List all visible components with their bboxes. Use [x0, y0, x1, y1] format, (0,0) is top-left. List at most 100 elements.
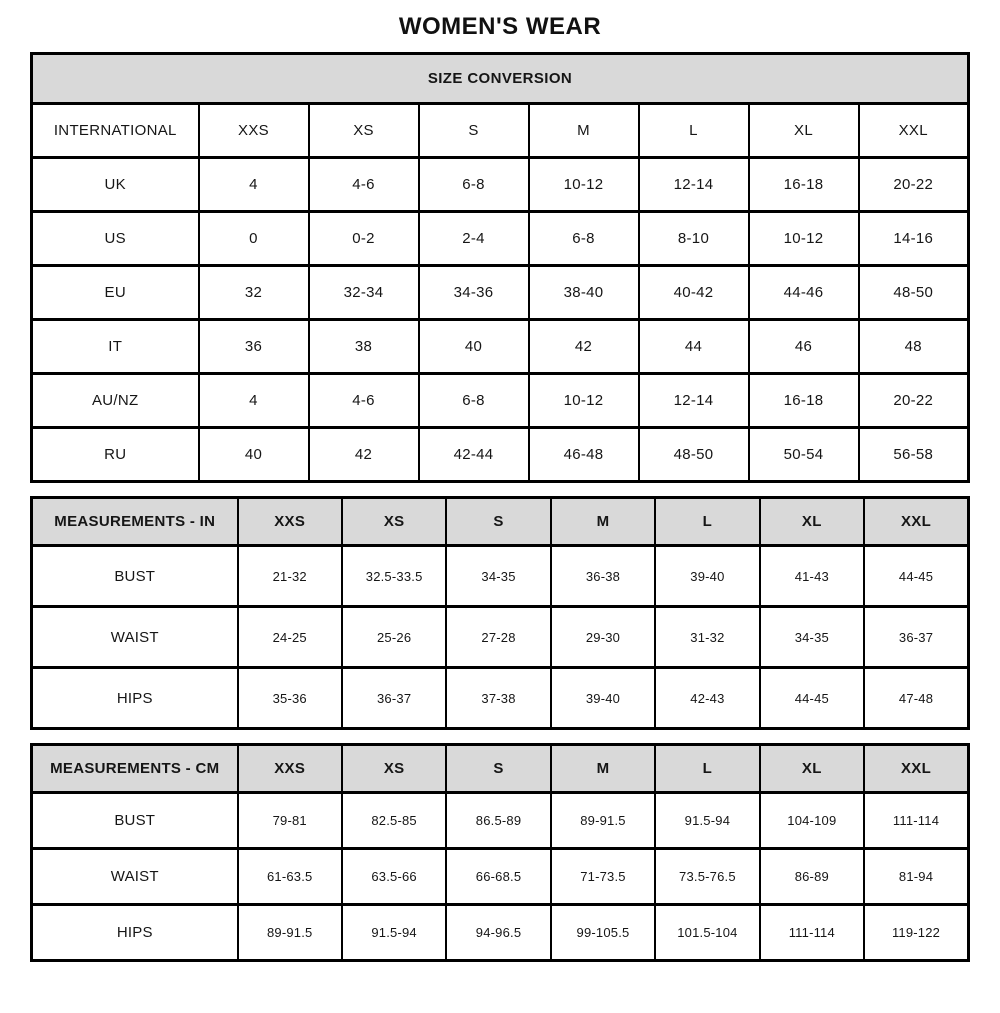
- column-header: XXS: [197, 102, 310, 159]
- column-header: XL: [758, 743, 866, 794]
- column-header: XL: [758, 496, 866, 547]
- cell: 61-63.5: [236, 847, 343, 906]
- page-title: WOMEN'S WEAR: [398, 13, 602, 40]
- column-header: M: [527, 102, 640, 159]
- column-header: XS: [307, 102, 420, 159]
- row-label: AU/NZ: [30, 372, 200, 429]
- column-header: M: [549, 496, 657, 547]
- measurements-cm-title: MEASUREMENTS - CM: [30, 743, 239, 794]
- cell: 104-109: [758, 791, 866, 850]
- row-label: BUST: [30, 544, 239, 608]
- cell: 44: [637, 318, 750, 375]
- cell: 42-44: [417, 426, 530, 483]
- cell: 94-96.5: [445, 903, 552, 962]
- cell: 41-43: [758, 544, 866, 608]
- column-header: XL: [747, 102, 860, 159]
- column-header: XXL: [857, 102, 970, 159]
- cell: 48-50: [857, 264, 970, 321]
- cell: 37-38: [445, 666, 552, 730]
- row-label: BUST: [30, 791, 239, 850]
- column-header: XXS: [236, 743, 343, 794]
- column-header: S: [445, 743, 552, 794]
- cell: 4-6: [307, 372, 420, 429]
- cell: 42-43: [654, 666, 761, 730]
- column-header: S: [445, 496, 552, 547]
- cell: 66-68.5: [445, 847, 552, 906]
- cell: 50-54: [747, 426, 860, 483]
- cell: 25-26: [340, 605, 448, 669]
- size-conversion-banner-row: SIZE CONVERSION: [30, 52, 970, 105]
- cell: 34-36: [417, 264, 530, 321]
- column-header: XS: [340, 496, 448, 547]
- cell: 10-12: [747, 210, 860, 267]
- cell: 6-8: [417, 372, 530, 429]
- cell: 34-35: [445, 544, 552, 608]
- cell: 29-30: [549, 605, 657, 669]
- cell: 89-91.5: [236, 903, 343, 962]
- cell: 56-58: [857, 426, 970, 483]
- size-conversion-title: SIZE CONVERSION: [30, 52, 970, 105]
- cell: 111-114: [758, 903, 866, 962]
- cell: 86-89: [758, 847, 866, 906]
- cell: 36: [197, 318, 310, 375]
- cell: 12-14: [637, 372, 750, 429]
- cell: 119-122: [863, 903, 970, 962]
- row-label: WAIST: [30, 605, 239, 669]
- cell: 63.5-66: [340, 847, 448, 906]
- row-label: EU: [30, 264, 200, 321]
- table-row-bust-in: BUST 21-32 32.5-33.5 34-35 36-38 39-40 4…: [30, 544, 970, 608]
- cell: 81-94: [863, 847, 970, 906]
- column-header: INTERNATIONAL: [30, 102, 200, 159]
- column-header: L: [654, 743, 761, 794]
- row-label: IT: [30, 318, 200, 375]
- cell: 79-81: [236, 791, 343, 850]
- cell: 36-37: [863, 605, 970, 669]
- column-header: XS: [340, 743, 448, 794]
- cell: 40: [417, 318, 530, 375]
- size-chart-page: WOMEN'S WEAR SIZE CONVERSION INTERNATION…: [0, 13, 1000, 962]
- cell: 34-35: [758, 605, 866, 669]
- table-row-ru: RU 40 42 42-44 46-48 48-50 50-54 56-58: [30, 426, 970, 483]
- cell: 0-2: [307, 210, 420, 267]
- measurements-cm-table: MEASUREMENTS - CM XXS XS S M L XL XXL BU…: [30, 743, 970, 962]
- cell: 4: [197, 156, 310, 213]
- cell: 46-48: [527, 426, 640, 483]
- column-header: XXL: [863, 743, 970, 794]
- cell: 38-40: [527, 264, 640, 321]
- cell: 31-32: [654, 605, 761, 669]
- table-row-hips-in: HIPS 35-36 36-37 37-38 39-40 42-43 44-45…: [30, 666, 970, 730]
- table-row-uk: UK 4 4-6 6-8 10-12 12-14 16-18 20-22: [30, 156, 970, 213]
- cell: 32.5-33.5: [340, 544, 448, 608]
- column-header: XXS: [236, 496, 343, 547]
- cell: 10-12: [527, 372, 640, 429]
- column-header: L: [637, 102, 750, 159]
- column-header: XXL: [863, 496, 970, 547]
- cell: 16-18: [747, 372, 860, 429]
- table-row-aunz: AU/NZ 4 4-6 6-8 10-12 12-14 16-18 20-22: [30, 372, 970, 429]
- cell: 86.5-89: [445, 791, 552, 850]
- cell: 8-10: [637, 210, 750, 267]
- cell: 32: [197, 264, 310, 321]
- cell: 101.5-104: [654, 903, 761, 962]
- cell: 39-40: [654, 544, 761, 608]
- cell: 91.5-94: [340, 903, 448, 962]
- table-row-waist-cm: WAIST 61-63.5 63.5-66 66-68.5 71-73.5 73…: [30, 847, 970, 906]
- cell: 44-45: [863, 544, 970, 608]
- cell: 6-8: [417, 156, 530, 213]
- cell: 42: [307, 426, 420, 483]
- cell: 4: [197, 372, 310, 429]
- cell: 46: [747, 318, 860, 375]
- table-row-waist-in: WAIST 24-25 25-26 27-28 29-30 31-32 34-3…: [30, 605, 970, 669]
- table-row-eu: EU 32 32-34 34-36 38-40 40-42 44-46 48-5…: [30, 264, 970, 321]
- measurements-cm-header-row: MEASUREMENTS - CM XXS XS S M L XL XXL: [30, 743, 970, 794]
- cell: 12-14: [637, 156, 750, 213]
- row-label: US: [30, 210, 200, 267]
- row-label: HIPS: [30, 903, 239, 962]
- cell: 47-48: [863, 666, 970, 730]
- cell: 48: [857, 318, 970, 375]
- cell: 89-91.5: [549, 791, 657, 850]
- cell: 71-73.5: [549, 847, 657, 906]
- cell: 39-40: [549, 666, 657, 730]
- cell: 44-46: [747, 264, 860, 321]
- size-conversion-table: SIZE CONVERSION INTERNATIONAL XXS XS S M…: [30, 52, 970, 483]
